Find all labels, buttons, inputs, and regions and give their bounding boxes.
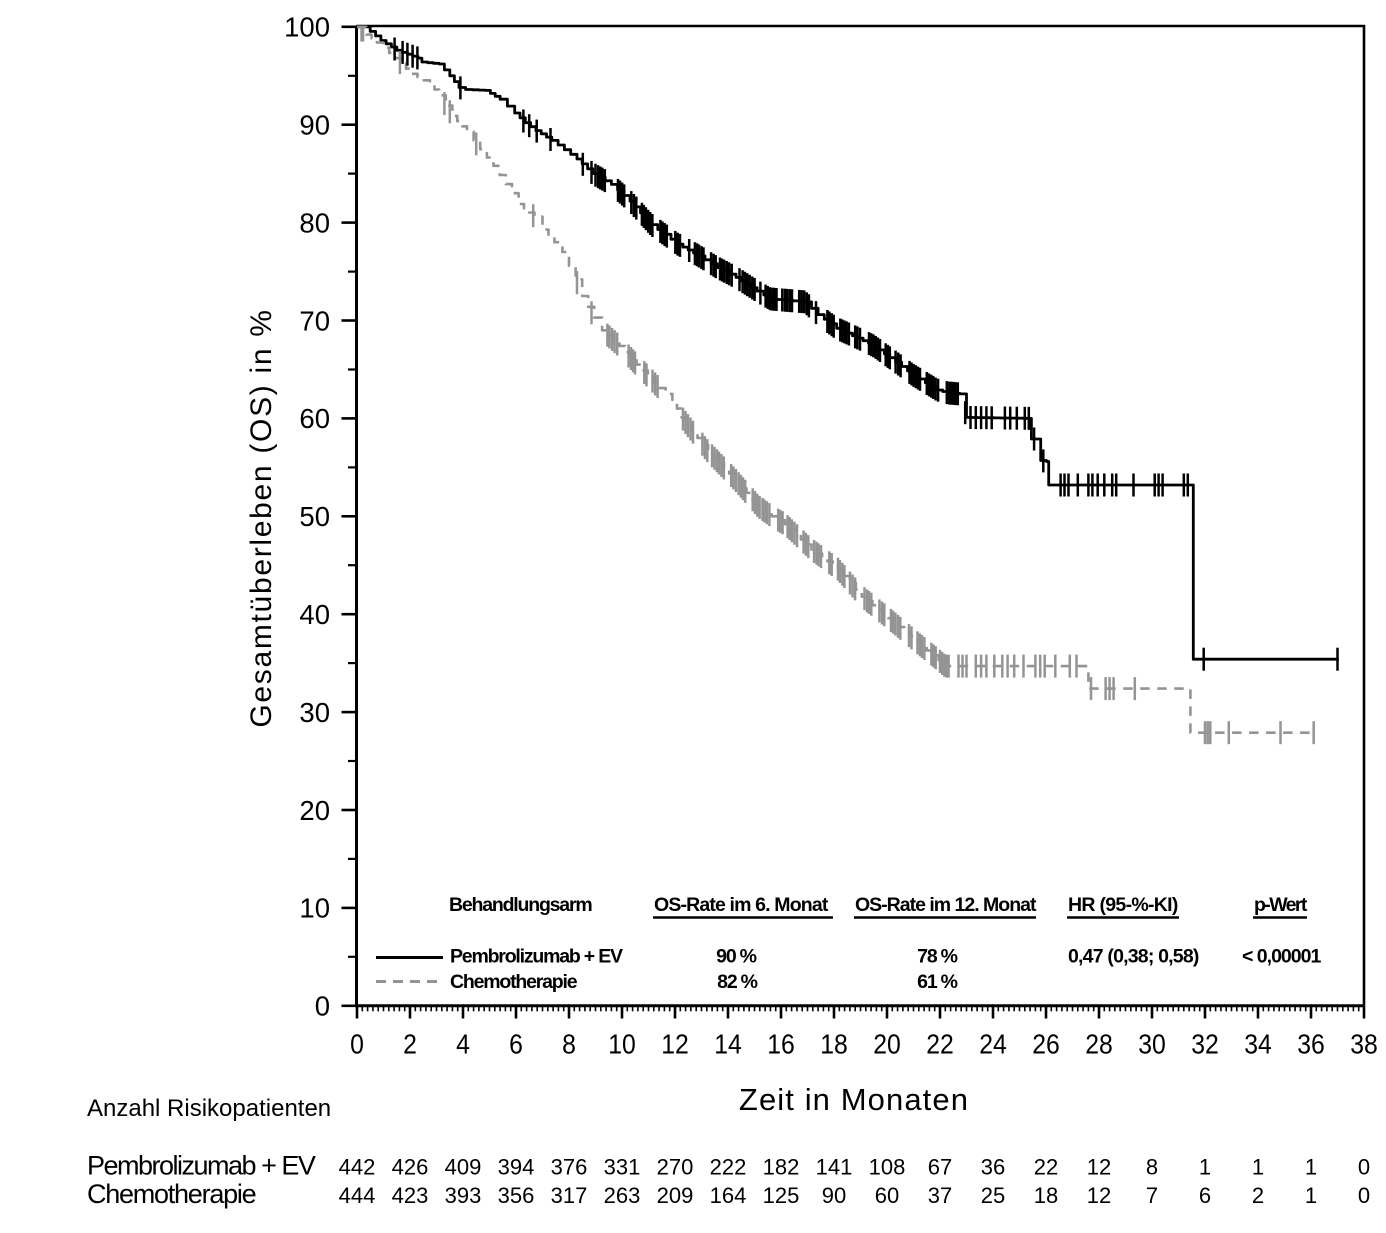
svg-text:182: 182 — [763, 1155, 800, 1180]
svg-text:18: 18 — [1034, 1183, 1058, 1208]
svg-text:61 %: 61 % — [917, 971, 958, 993]
svg-text:36: 36 — [981, 1155, 1005, 1180]
svg-text:4: 4 — [456, 1028, 470, 1060]
svg-text:6: 6 — [509, 1028, 523, 1060]
svg-text:12: 12 — [1087, 1183, 1111, 1208]
svg-text:376: 376 — [551, 1155, 588, 1180]
svg-text:222: 222 — [710, 1155, 747, 1180]
svg-text:0: 0 — [350, 1028, 364, 1060]
svg-text:80: 80 — [299, 207, 330, 238]
svg-text:< 0,00001: < 0,00001 — [1242, 946, 1321, 968]
svg-text:22: 22 — [1034, 1155, 1058, 1180]
svg-text:1: 1 — [1305, 1155, 1317, 1180]
svg-text:32: 32 — [1191, 1028, 1219, 1060]
svg-text:444: 444 — [339, 1183, 376, 1208]
svg-text:10: 10 — [608, 1028, 636, 1060]
svg-text:393: 393 — [445, 1183, 482, 1208]
svg-text:6: 6 — [1199, 1183, 1211, 1208]
svg-text:34: 34 — [1244, 1028, 1272, 1060]
svg-text:0: 0 — [315, 991, 330, 1022]
svg-text:8: 8 — [1146, 1155, 1158, 1180]
svg-text:100: 100 — [284, 12, 330, 43]
svg-text:7: 7 — [1146, 1183, 1158, 1208]
svg-text:2: 2 — [403, 1028, 417, 1060]
svg-text:28: 28 — [1085, 1028, 1113, 1060]
svg-text:38: 38 — [1350, 1028, 1378, 1060]
svg-text:20: 20 — [873, 1028, 901, 1060]
svg-text:60: 60 — [875, 1183, 899, 1208]
svg-text:Pembrolizumab + EV: Pembrolizumab + EV — [450, 946, 623, 968]
svg-text:108: 108 — [869, 1155, 906, 1180]
svg-text:30: 30 — [299, 697, 330, 728]
svg-text:Behandlungsarm: Behandlungsarm — [449, 894, 592, 916]
svg-text:0: 0 — [1358, 1183, 1370, 1208]
svg-text:18: 18 — [820, 1028, 848, 1060]
svg-text:442: 442 — [339, 1155, 376, 1180]
svg-text:8: 8 — [562, 1028, 576, 1060]
svg-text:67: 67 — [928, 1155, 952, 1180]
svg-text:Anzahl Risikopatienten: Anzahl Risikopatienten — [87, 1095, 331, 1122]
svg-text:OS-Rate im 6. Monat: OS-Rate im 6. Monat — [654, 894, 829, 916]
svg-text:263: 263 — [604, 1183, 641, 1208]
svg-text:Zeit in Monaten: Zeit in Monaten — [739, 1082, 969, 1117]
svg-text:1: 1 — [1252, 1155, 1264, 1180]
svg-text:1: 1 — [1199, 1155, 1211, 1180]
svg-text:36: 36 — [1297, 1028, 1325, 1060]
svg-text:317: 317 — [551, 1183, 588, 1208]
svg-text:p-Wert: p-Wert — [1254, 894, 1308, 916]
svg-text:141: 141 — [816, 1155, 853, 1180]
svg-text:HR (95-%-KI): HR (95-%-KI) — [1068, 894, 1178, 916]
svg-text:60: 60 — [299, 403, 330, 434]
svg-text:423: 423 — [392, 1183, 429, 1208]
svg-text:30: 30 — [1138, 1028, 1166, 1060]
svg-text:70: 70 — [299, 305, 330, 336]
svg-text:26: 26 — [1032, 1028, 1060, 1060]
svg-text:82 %: 82 % — [717, 971, 758, 993]
svg-text:409: 409 — [445, 1155, 482, 1180]
svg-text:37: 37 — [928, 1183, 952, 1208]
svg-text:Chemotherapie: Chemotherapie — [450, 971, 578, 993]
svg-text:Gesamtüberleben (OS) in %: Gesamtüberleben (OS) in % — [245, 308, 278, 727]
svg-text:394: 394 — [498, 1155, 535, 1180]
svg-text:426: 426 — [392, 1155, 429, 1180]
svg-text:16: 16 — [767, 1028, 795, 1060]
svg-text:Chemotherapie: Chemotherapie — [87, 1179, 256, 1209]
svg-text:78 %: 78 % — [917, 946, 958, 968]
svg-text:90 %: 90 % — [716, 946, 757, 968]
svg-text:40: 40 — [299, 599, 330, 630]
svg-text:12: 12 — [1087, 1155, 1111, 1180]
svg-text:OS-Rate im 12. Monat: OS-Rate im 12. Monat — [855, 894, 1037, 916]
svg-text:10: 10 — [299, 893, 330, 924]
svg-text:0: 0 — [1358, 1155, 1370, 1180]
svg-text:50: 50 — [299, 501, 330, 532]
svg-text:90: 90 — [299, 110, 330, 141]
svg-text:0,47 (0,38; 0,58): 0,47 (0,38; 0,58) — [1068, 946, 1199, 968]
svg-text:Pembrolizumab + EV: Pembrolizumab + EV — [87, 1151, 316, 1181]
svg-text:12: 12 — [661, 1028, 689, 1060]
svg-text:1: 1 — [1305, 1183, 1317, 1208]
svg-text:356: 356 — [498, 1183, 535, 1208]
svg-text:125: 125 — [763, 1183, 800, 1208]
svg-text:164: 164 — [710, 1183, 747, 1208]
svg-text:2: 2 — [1252, 1183, 1264, 1208]
svg-text:24: 24 — [979, 1028, 1007, 1060]
svg-text:270: 270 — [657, 1155, 694, 1180]
svg-text:25: 25 — [981, 1183, 1005, 1208]
svg-text:209: 209 — [657, 1183, 694, 1208]
svg-text:20: 20 — [299, 795, 330, 826]
svg-text:22: 22 — [926, 1028, 954, 1060]
svg-text:90: 90 — [822, 1183, 846, 1208]
svg-text:331: 331 — [604, 1155, 641, 1180]
svg-text:14: 14 — [714, 1028, 742, 1060]
